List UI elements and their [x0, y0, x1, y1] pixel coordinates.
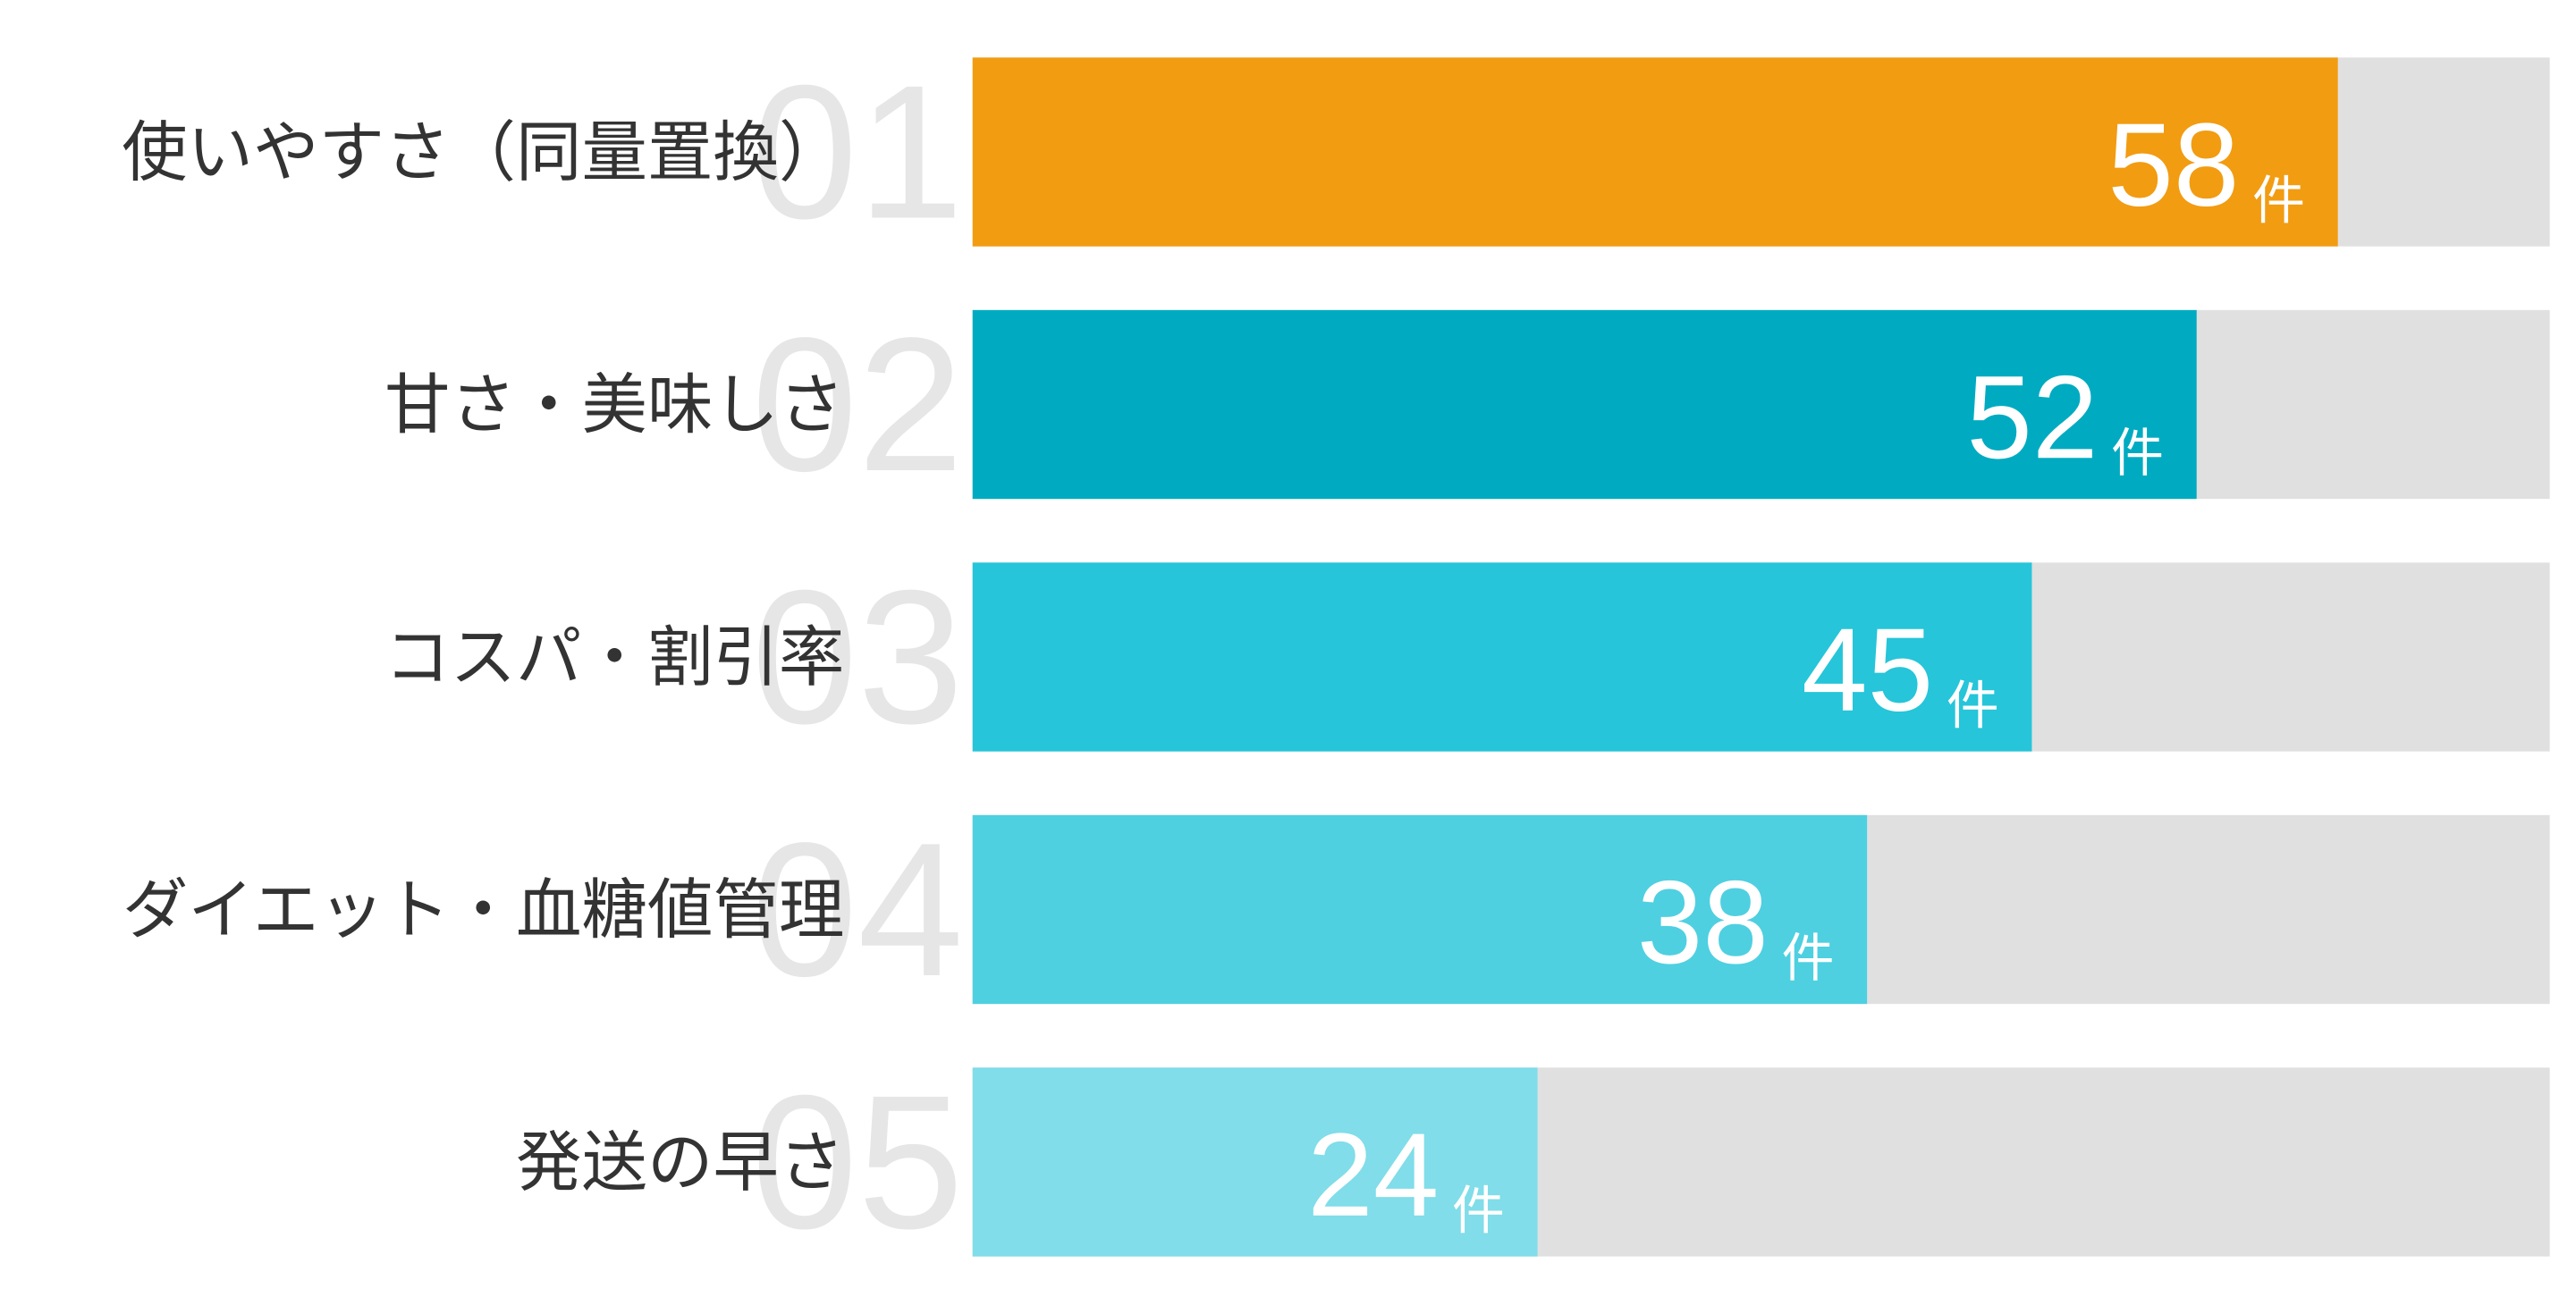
bar — [972, 814, 1868, 1005]
bar — [972, 57, 2338, 247]
bar — [972, 309, 2197, 500]
rank-number: 04 — [752, 804, 964, 1016]
rank-number: 05 — [752, 1056, 964, 1268]
value-unit: 件 — [1452, 1179, 1505, 1241]
rank-number: 03 — [752, 551, 964, 763]
bar — [972, 1067, 1538, 1257]
value-unit: 件 — [1947, 674, 1999, 736]
value-label: 58 — [2107, 99, 2239, 232]
value-label: 24 — [1307, 1109, 1439, 1242]
value-unit: 件 — [2111, 422, 2164, 484]
rank-number: 02 — [752, 299, 964, 511]
category-label: コスパ・割引率 — [384, 620, 844, 696]
category-label: 発送の早さ — [516, 1125, 844, 1201]
value-label: 38 — [1637, 856, 1769, 989]
category-label: 使いやすさ（同量置換） — [122, 115, 844, 191]
bar — [972, 562, 2032, 752]
value-label: 45 — [1802, 604, 1933, 737]
category-label: ダイエット・血糖値管理 — [122, 872, 845, 948]
value-unit: 件 — [1782, 927, 1835, 989]
category-label: 甘さ・美味しさ — [384, 367, 844, 443]
value-unit: 件 — [2252, 169, 2305, 231]
value-label: 52 — [1966, 351, 2098, 484]
rank-number: 01 — [752, 46, 964, 259]
